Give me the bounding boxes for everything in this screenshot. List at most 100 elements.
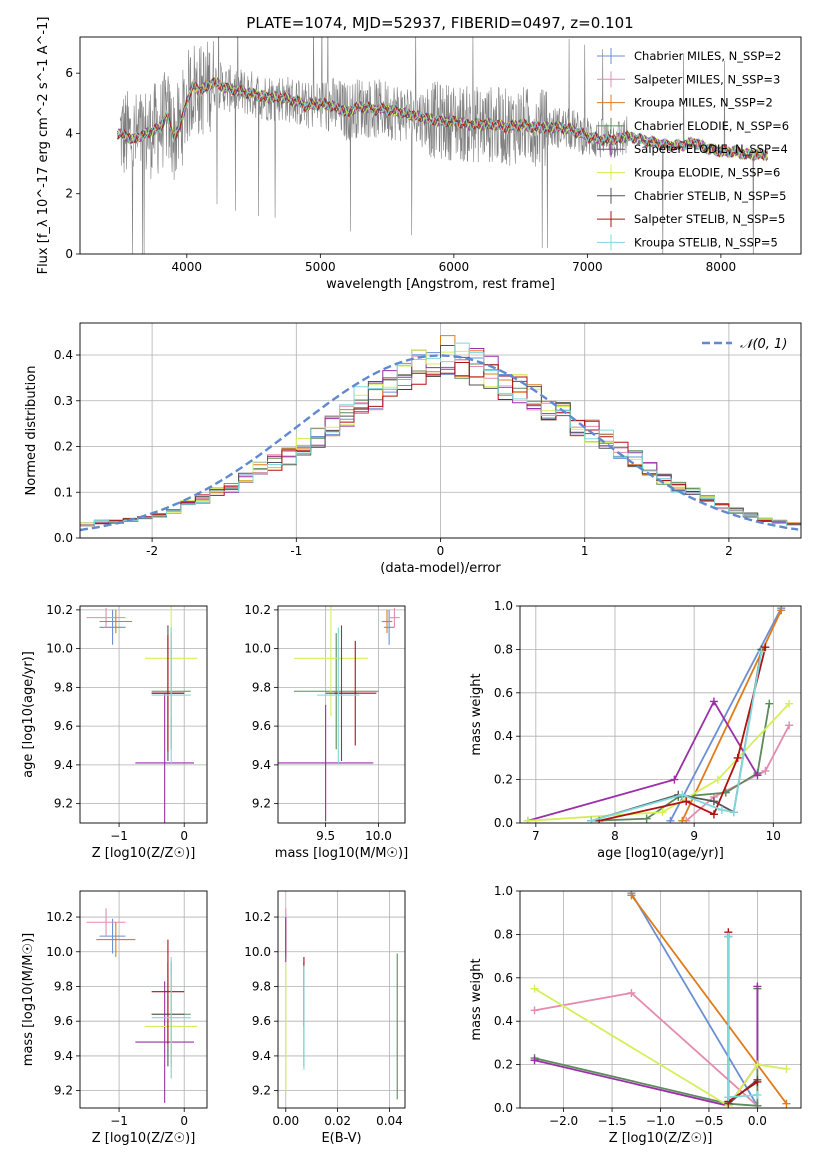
y-tick-label: 10.2 bbox=[46, 910, 73, 924]
x-tick-label: -1 bbox=[290, 544, 302, 558]
y-tick-label: 0.8 bbox=[494, 927, 513, 941]
y-axis-label: mass weight bbox=[469, 673, 484, 755]
y-tick-label: 10.0 bbox=[244, 945, 271, 959]
mass-weight-vs-age-panel: 7 8 9 10 0.0 0.2 0.4 0.6 0.8 1.0 age [log10(age/yr… bbox=[469, 599, 802, 861]
legend-label-salpeter-miles: Salpeter MILES, N_SSP=3 bbox=[634, 72, 780, 86]
series-marker-kroupa-stelib bbox=[724, 932, 733, 941]
age-vs-metallicity-panel: −1 0 9.2 9.4 9.6 9.8 10.0 10.2 Z [log10(Z/Z☉)] ag… bbox=[21, 603, 208, 861]
y-tick-label: 9.8 bbox=[54, 979, 73, 993]
series-marker-kroupa-stelib bbox=[757, 647, 766, 656]
series-marker-salpeter-stelib bbox=[682, 797, 691, 806]
y-tick-label: 9.2 bbox=[252, 1084, 271, 1098]
axes-frame bbox=[277, 605, 406, 824]
y-tick-label: 0.0 bbox=[54, 531, 73, 545]
x-tick-label: 7 bbox=[532, 829, 540, 843]
series-marker-kroupa-stelib bbox=[753, 1090, 762, 1099]
series-line-chabrier-stelib bbox=[727, 936, 758, 1106]
plot-area bbox=[278, 606, 400, 822]
y-tick-label: 10.0 bbox=[244, 642, 271, 656]
x-tick-label: −1 bbox=[110, 1114, 128, 1128]
axes-frame bbox=[79, 36, 802, 255]
y-tick-label: 10.2 bbox=[46, 603, 73, 617]
y-axis-label: age [log10(age/yr)] bbox=[21, 651, 36, 778]
series-line-chabrier-miles bbox=[630, 892, 759, 1107]
series-marker-salpeter-miles bbox=[530, 1006, 539, 1015]
series-marker-salpeter-elodie bbox=[753, 771, 762, 780]
x-axis-label: wavelength [Angstrom, rest frame] bbox=[326, 277, 555, 292]
mass-weight-vs-metallicity-panel: −2.0 −1.5 −1.0 −0.5 0.0 0.0 0.2 0.4 0.6 0.8 1.0 Z [… bbox=[469, 884, 802, 1146]
x-axis-label: (data-model)/error bbox=[380, 561, 501, 576]
x-tick-label: −0.5 bbox=[694, 1114, 723, 1128]
series-marker-chabrier-elodie bbox=[642, 814, 651, 823]
y-axis-label: Flux [f_λ 10^-17 erg cm^-2 s^-1 A^-1] bbox=[36, 17, 51, 275]
x-axis-label: mass [log10(M/M☉)] bbox=[275, 846, 408, 861]
y-tick-label: 9.6 bbox=[54, 719, 73, 733]
series-marker-kroupa-elodie bbox=[530, 984, 539, 993]
series-marker-salpeter-miles bbox=[761, 766, 770, 775]
series-marker-kroupa-stelib bbox=[724, 1093, 733, 1102]
model-line-kroupa-stelib bbox=[116, 78, 768, 161]
series-marker-kroupa-miles bbox=[678, 816, 687, 823]
series-marker-salpeter-elodie bbox=[670, 775, 679, 784]
plot-area bbox=[86, 606, 198, 823]
y-axis-label: mass [log10(M/M☉)] bbox=[21, 933, 36, 1066]
series-line-kroupa-stelib bbox=[727, 936, 758, 1099]
y-tick-label: 10.0 bbox=[46, 642, 73, 656]
y-tick-label: 0.2 bbox=[494, 773, 513, 787]
histogram-chabrier-stelib bbox=[80, 345, 801, 527]
model-line-salpeter-stelib bbox=[116, 78, 768, 161]
legend-label-chabrier-miles: Chabrier MILES, N_SSP=2 bbox=[634, 49, 781, 63]
y-tick-label: 9.8 bbox=[252, 680, 271, 694]
y-tick-label: 0.6 bbox=[494, 971, 513, 985]
series-line-kroupa-miles bbox=[630, 894, 788, 1105]
mass-vs-reddening-panel: 0.00 0.02 0.04 9.2 9.4 9.6 9.8 10.0 10.2 E(B-V) bbox=[244, 890, 406, 1146]
x-tick-label: 7000 bbox=[572, 260, 603, 274]
series-marker-kroupa-stelib bbox=[729, 808, 738, 817]
y-axis-label: mass weight bbox=[469, 958, 484, 1040]
legend-label-kroupa-stelib: Kroupa STELIB, N_SSP=5 bbox=[634, 235, 778, 249]
series-line-kroupa-elodie bbox=[527, 702, 790, 822]
x-tick-label: 8 bbox=[611, 829, 619, 843]
y-tick-label: 10.2 bbox=[244, 910, 271, 924]
series-marker-salpeter-stelib bbox=[733, 753, 742, 762]
x-tick-label: 6000 bbox=[439, 260, 470, 274]
y-tick-label: 1.0 bbox=[494, 884, 513, 898]
y-axis-label: Normed distribution bbox=[24, 366, 39, 496]
y-tick-label: 9.4 bbox=[252, 1049, 271, 1063]
axes-frame bbox=[79, 605, 208, 824]
plot-area bbox=[523, 606, 794, 823]
series-marker-chabrier-elodie bbox=[765, 699, 774, 708]
x-tick-label: 0 bbox=[437, 544, 445, 558]
y-tick-label: 9.6 bbox=[252, 719, 271, 733]
y-tick-label: 1.0 bbox=[494, 599, 513, 613]
y-tick-label: 0.6 bbox=[494, 686, 513, 700]
y-tick-label: 9.2 bbox=[54, 1084, 73, 1098]
series-marker-kroupa-miles bbox=[627, 891, 636, 900]
series-marker-salpeter-elodie bbox=[709, 697, 718, 706]
legend-label-kroupa-miles: Kroupa MILES, N_SSP=2 bbox=[634, 96, 773, 110]
y-tick-label: 2 bbox=[65, 187, 73, 201]
legend-label-salpeter-elodie: Salpeter ELODIE, N_SSP=4 bbox=[634, 142, 788, 156]
y-tick-label: 0.3 bbox=[54, 394, 73, 408]
y-tick-label: 4 bbox=[65, 126, 73, 140]
x-tick-label: 0.00 bbox=[272, 1114, 299, 1128]
axes-frame bbox=[519, 890, 802, 1109]
y-tick-label: 9.4 bbox=[54, 758, 73, 772]
plot-area bbox=[285, 908, 398, 1100]
x-tick-label: 4000 bbox=[172, 260, 203, 274]
y-tick-label: 10.0 bbox=[46, 945, 73, 959]
y-tick-label: 0.0 bbox=[494, 1101, 513, 1115]
mass-vs-metallicity-panel: −1 0 9.2 9.4 9.6 9.8 10.0 10.2 Z [log10(Z/Z☉)] ma… bbox=[21, 890, 208, 1146]
x-tick-label: 2 bbox=[725, 544, 733, 558]
legend-label-salpeter-stelib: Salpeter STELIB, N_SSP=5 bbox=[634, 212, 785, 226]
x-tick-label: 0 bbox=[180, 829, 188, 843]
series-marker-kroupa-elodie bbox=[658, 808, 667, 817]
y-tick-label: 0.8 bbox=[494, 642, 513, 656]
y-tick-label: 9.2 bbox=[54, 797, 73, 811]
series-line-kroupa-elodie bbox=[534, 987, 787, 1108]
x-tick-label: 9 bbox=[690, 829, 698, 843]
series-marker-salpeter-elodie bbox=[530, 1056, 539, 1065]
plot-area bbox=[80, 335, 801, 532]
series-marker-chabrier-miles bbox=[666, 816, 675, 823]
series-line-chabrier-miles bbox=[669, 607, 782, 822]
